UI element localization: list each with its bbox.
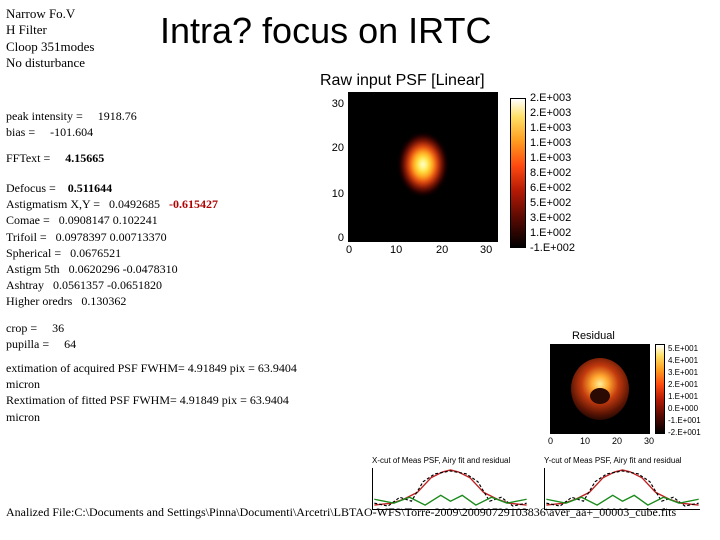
- meta-aberrations: Defocus = 0.511644 Astigmatism X,Y = 0.0…: [6, 180, 218, 310]
- psf-ytick: 0: [328, 232, 344, 244]
- psf-ytick: 10: [328, 188, 344, 200]
- xcut-res: [374, 495, 526, 505]
- xcut-title: X-cut of Meas PSF, Airy fit and residual: [372, 456, 510, 465]
- cbar-label: 3.E+002: [530, 212, 571, 224]
- cbar-label: 1.E+002: [530, 227, 571, 239]
- ext2b: micron: [6, 410, 40, 424]
- res-xtick: 0: [548, 436, 553, 446]
- meta-crop: crop = 36 pupilla = 64: [6, 320, 76, 352]
- trifoil-l: Trifoil =: [6, 230, 47, 244]
- defocus-v: 0.511644: [68, 181, 112, 195]
- cbar-label: 2.E+003: [530, 92, 571, 104]
- astig-v2: -0.615427: [169, 197, 218, 211]
- ext2: Rextimation of fitted PSF FWHM= 4.91849 …: [6, 393, 289, 407]
- res-xtick: 30: [644, 436, 654, 446]
- a5-v: 0.0620296 -0.0478310: [69, 262, 178, 276]
- trifoil-v: 0.0978397 0.00713370: [56, 230, 167, 244]
- astig-l: Astigmatism X,Y =: [6, 197, 100, 211]
- colorbar: 2.E+003 2.E+003 1.E+003 1.E+003 1.E+003 …: [510, 92, 690, 262]
- peak-value: 1918.76: [98, 109, 137, 123]
- psf-plot-area: [348, 92, 498, 242]
- a5-l: Astigm 5th: [6, 262, 60, 276]
- residual-colorbar: [655, 344, 665, 434]
- comae-l: Comae =: [6, 213, 50, 227]
- psf-xtick: 10: [390, 244, 402, 256]
- peak-label: peak intensity =: [6, 109, 83, 123]
- cbar-label: 2.E+003: [530, 107, 571, 119]
- cbar-label: 1.E+003: [530, 122, 571, 134]
- ho-v: 0.130362: [81, 294, 126, 308]
- psf-xtick: 20: [436, 244, 448, 256]
- cbar-label: -1.E+002: [530, 242, 575, 254]
- hdr-l2: H Filter: [6, 22, 94, 38]
- footer-filepath: Analized File:C:\Documents and Settings\…: [6, 505, 676, 520]
- meta-fft: FFText = 4.15665: [6, 150, 104, 166]
- defocus-l: Defocus =: [6, 181, 56, 195]
- page-title: Intra? focus on IRTC: [160, 10, 492, 52]
- hdr-l3: Cloop 351modes: [6, 39, 94, 55]
- res-cb-label: 0.E+000: [668, 404, 698, 413]
- psf-xtick: 30: [480, 244, 492, 256]
- res-xtick: 20: [612, 436, 622, 446]
- residual-plot: [550, 344, 650, 434]
- ext1: extimation of acquired PSF FWHM= 4.91849…: [6, 361, 297, 375]
- res-cb-label: 1.E+001: [668, 392, 698, 401]
- cbar-label: 8.E+002: [530, 167, 571, 179]
- crop-l: crop =: [6, 321, 37, 335]
- hdr-l1: Narrow Fo.V: [6, 6, 94, 22]
- cbar-label: 5.E+002: [530, 197, 571, 209]
- ho-l: Higher oredrs: [6, 294, 72, 308]
- sph-l: Spherical =: [6, 246, 61, 260]
- comae-v: 0.0908147 0.102241: [59, 213, 158, 227]
- pupilla-l: pupilla =: [6, 337, 49, 351]
- psf-ytick: 30: [328, 98, 344, 110]
- fft-value: 4.15665: [65, 151, 104, 165]
- res-xtick: 10: [580, 436, 590, 446]
- ycut-res: [546, 495, 698, 505]
- bias-value: -101.604: [50, 125, 93, 139]
- ext1b: micron: [6, 377, 40, 391]
- colorbar-gradient: [510, 98, 526, 248]
- res-cb-label: 5.E+001: [668, 344, 698, 353]
- psf-heatmap: 30 20 10 0 0 10 20 30: [322, 92, 502, 262]
- sph-v: 0.0676521: [70, 246, 121, 260]
- cbar-label: 1.E+003: [530, 137, 571, 149]
- ycut-title: Y-cut of Meas PSF, Airy fit and residual: [544, 456, 682, 465]
- residual-title: Residual: [572, 330, 615, 342]
- ash-v: 0.0561357 -0.0651820: [53, 278, 162, 292]
- astig-v1: 0.0492685: [109, 197, 160, 211]
- meta-fwhm: extimation of acquired PSF FWHM= 4.91849…: [6, 360, 297, 425]
- meta-peak: peak intensity = 1918.76 bias = -101.604: [6, 108, 137, 140]
- res-cb-label: 2.E+001: [668, 380, 698, 389]
- fft-label: FFText =: [6, 151, 50, 165]
- res-cb-label: 3.E+001: [668, 368, 698, 377]
- res-cb-label: -1.E+001: [668, 416, 701, 425]
- hdr-l4: No disturbance: [6, 55, 94, 71]
- xcut-plot: [372, 468, 528, 510]
- cbar-label: 1.E+003: [530, 152, 571, 164]
- crop-v: 36: [52, 321, 64, 335]
- header-metadata: Narrow Fo.V H Filter Cloop 351modes No d…: [6, 6, 94, 71]
- res-cb-label: -2.E+001: [668, 428, 701, 437]
- res-cb-label: 4.E+001: [668, 356, 698, 365]
- psf-title: Raw input PSF [Linear]: [320, 72, 485, 90]
- ycut-plot: [544, 468, 700, 510]
- pupilla-v: 64: [64, 337, 76, 351]
- cbar-label: 6.E+002: [530, 182, 571, 194]
- bias-label: bias =: [6, 125, 35, 139]
- residual-hole: [590, 388, 610, 404]
- psf-glow: [398, 132, 448, 196]
- ash-l: Ashtray: [6, 278, 44, 292]
- psf-ytick: 20: [328, 142, 344, 154]
- psf-xtick: 0: [346, 244, 352, 256]
